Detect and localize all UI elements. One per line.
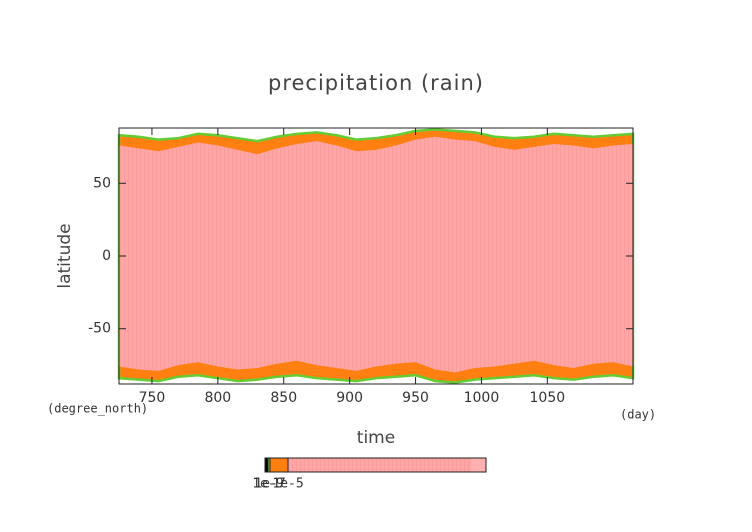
x-axis-label: time [357,428,395,448]
colorbar-cell [471,458,486,472]
chart-title: precipitation (rain) [268,71,484,95]
colorbar-texture [288,458,471,472]
colorbar-tick-label: 1e-5 [272,477,303,492]
y-unit: (degree_north) [47,402,148,416]
x-unit: (day) [620,408,656,422]
body-texture [119,136,633,373]
y-tick-label: -50 [88,321,111,337]
colorbar-cell [265,458,268,472]
colorbar-tick-label: 1e-9 [252,477,283,492]
x-tick-label: 1050 [530,390,566,406]
colorbar-frame [264,457,487,473]
y-tick-label: 50 [93,175,111,191]
x-tick-label: 800 [204,390,231,406]
x-tick-label: 1000 [464,390,500,406]
y-axis-label: latitude [55,223,75,288]
y-tick-label: 0 [102,248,111,264]
colorbar-tick-label: 1e-7 [254,477,285,492]
colorbar-cell [268,458,270,472]
colorbar-cell [270,458,288,472]
x-tick-label: 950 [402,390,429,406]
x-tick-label: 900 [336,390,363,406]
x-tick-label: 750 [139,390,166,406]
x-tick-label: 850 [270,390,297,406]
